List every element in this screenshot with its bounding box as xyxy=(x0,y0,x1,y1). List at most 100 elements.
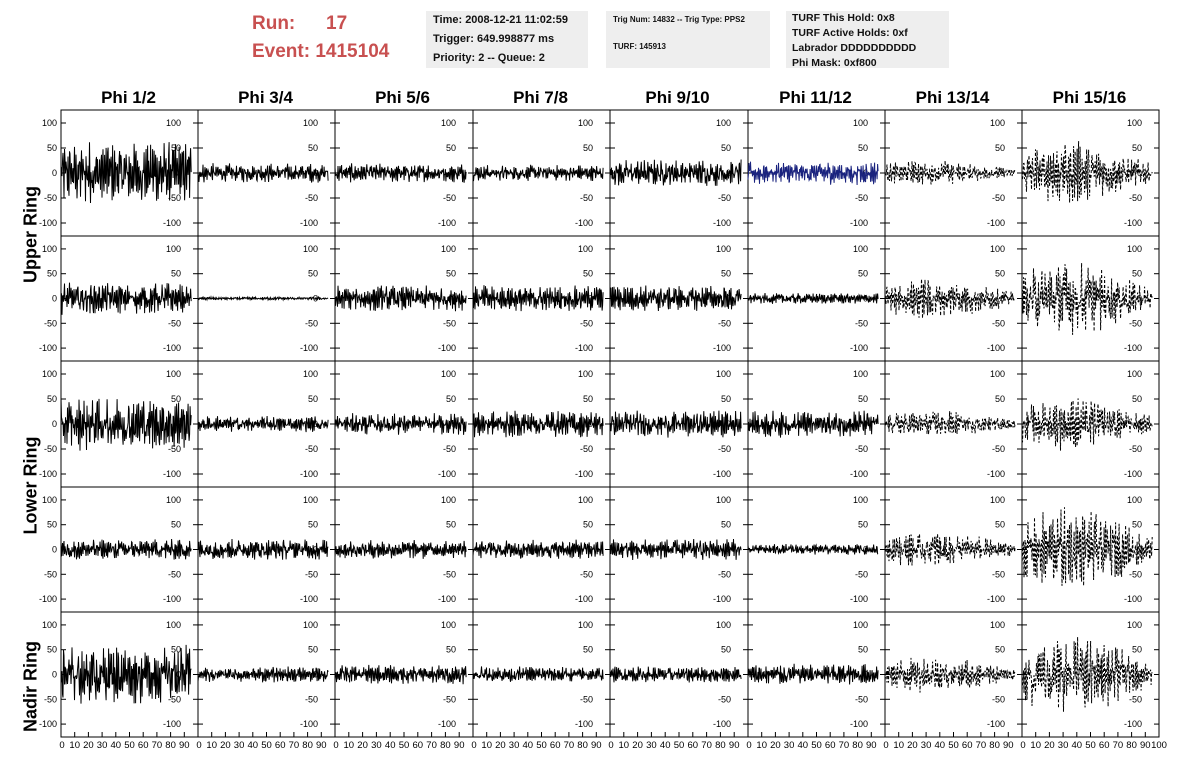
y-tick-label: -100 xyxy=(575,469,593,479)
x-tick-label: 10 xyxy=(756,740,767,751)
y-tick-label: -100 xyxy=(987,218,1005,228)
y-tick-label: -50 xyxy=(718,444,731,454)
waveform-trace xyxy=(60,538,192,560)
y-tick-label: 100 xyxy=(42,620,57,630)
y-tick-label: 100 xyxy=(716,244,731,254)
x-tick-label: 30 xyxy=(97,740,108,751)
x-tick-label: 30 xyxy=(234,740,245,751)
y-tick-label: 50 xyxy=(583,394,593,404)
y-tick-label: 100 xyxy=(42,244,57,254)
y-tick-label: -50 xyxy=(1129,193,1142,203)
x-tick-label: 10 xyxy=(69,740,80,751)
y-tick-label: 50 xyxy=(721,520,731,530)
x-tick-label: 30 xyxy=(921,740,932,751)
event-label: Event: xyxy=(252,41,311,62)
x-tick-label: 70 xyxy=(701,740,712,751)
x-tick-label: 10 xyxy=(206,740,217,751)
y-tick-label: 100 xyxy=(1127,118,1142,128)
x-tick-label: 40 xyxy=(248,740,259,751)
column-label-phi-3-4: Phi 3/4 xyxy=(238,88,293,107)
trigger-text: Trigger: 649.998877 ms xyxy=(433,33,555,45)
y-tick-label: 50 xyxy=(1132,645,1142,655)
time-text: Time: 2008-12-21 11:02:59 xyxy=(433,14,568,26)
y-tick-label: -50 xyxy=(168,193,181,203)
y-tick-label: -100 xyxy=(300,343,318,353)
y-tick-label: 100 xyxy=(853,495,868,505)
y-tick-label: 100 xyxy=(1127,620,1142,630)
y-tick-label: -100 xyxy=(575,719,593,729)
y-tick-label: 100 xyxy=(990,369,1005,379)
y-tick-label: -100 xyxy=(850,719,868,729)
x-tick-label: 70 xyxy=(1113,740,1124,751)
x-tick-label: 50 xyxy=(124,740,135,751)
waveform-trace xyxy=(747,663,879,685)
y-tick-label: 100 xyxy=(42,118,57,128)
y-tick-label: 50 xyxy=(446,269,456,279)
y-tick-label: -50 xyxy=(855,569,868,579)
y-tick-label: 100 xyxy=(716,620,731,630)
y-tick-label: -50 xyxy=(44,193,57,203)
y-tick-label: -50 xyxy=(580,193,593,203)
x-tick-label: 70 xyxy=(839,740,850,751)
x-tick-label: 10 xyxy=(344,740,355,751)
y-tick-label: -100 xyxy=(300,218,318,228)
y-tick-label: -50 xyxy=(992,193,1005,203)
x-tick-label: 10 xyxy=(893,740,904,751)
x-tick-label: 10 xyxy=(481,740,492,751)
x-tick-label: 0 xyxy=(196,740,201,751)
x-tick-label: 90 xyxy=(591,740,602,751)
waveform-trace xyxy=(1021,398,1153,451)
y-tick-label: -50 xyxy=(718,694,731,704)
y-tick-label: 50 xyxy=(47,269,57,279)
waveform-trace xyxy=(1021,141,1153,203)
waveform-trace xyxy=(609,159,742,186)
event-value: 1415104 xyxy=(315,41,390,62)
y-tick-label: 100 xyxy=(166,620,181,630)
run-event-box: Run: 17 Event: 1415104 xyxy=(252,10,389,66)
y-tick-label: 100 xyxy=(853,118,868,128)
waveform-trace xyxy=(747,161,879,186)
y-tick-label: -50 xyxy=(1129,569,1142,579)
turf-this-hold-text: TURF This Hold: 0x8 xyxy=(792,12,895,24)
x-tick-label: 0 xyxy=(746,740,751,751)
y-tick-label: 50 xyxy=(583,520,593,530)
x-tick-label: 60 xyxy=(413,740,424,751)
y-tick-label: 100 xyxy=(990,118,1005,128)
x-tick-label: 20 xyxy=(495,740,506,751)
y-tick-label: 50 xyxy=(446,645,456,655)
y-tick-label: 100 xyxy=(1127,244,1142,254)
x-tick-label: 30 xyxy=(646,740,657,751)
y-tick-label: -50 xyxy=(855,318,868,328)
y-tick-label: 100 xyxy=(303,620,318,630)
y-tick-label: -100 xyxy=(987,343,1005,353)
x-tick-label: 40 xyxy=(523,740,534,751)
y-tick-label: 50 xyxy=(1132,143,1142,153)
waveform-trace xyxy=(197,538,329,560)
waveform-trace xyxy=(747,543,879,556)
y-tick-label: -100 xyxy=(575,594,593,604)
y-tick-label: 0 xyxy=(1137,294,1142,304)
y-tick-label: 50 xyxy=(995,394,1005,404)
y-tick-label: 50 xyxy=(1132,269,1142,279)
column-label-phi-1-2: Phi 1/2 xyxy=(101,88,156,107)
y-tick-label: -100 xyxy=(163,218,181,228)
x-tick-label: 60 xyxy=(825,740,836,751)
x-tick-label: 70 xyxy=(152,740,163,751)
x-tick-label: 50 xyxy=(399,740,410,751)
waveform-trace xyxy=(472,539,604,559)
y-tick-label: 50 xyxy=(47,645,57,655)
y-tick-label: -50 xyxy=(992,694,1005,704)
y-tick-label: -100 xyxy=(713,343,731,353)
y-tick-label: 0 xyxy=(52,419,57,429)
column-label-phi-13-14: Phi 13/14 xyxy=(915,88,990,107)
x-tick-label: 100 xyxy=(1151,740,1167,751)
x-tick-label: 30 xyxy=(784,740,795,751)
y-tick-label: 50 xyxy=(583,645,593,655)
y-tick-label: 100 xyxy=(441,620,456,630)
x-tick-label: 50 xyxy=(536,740,547,751)
column-label-phi-9-10: Phi 9/10 xyxy=(645,88,710,107)
y-tick-label: 0 xyxy=(52,168,57,178)
y-tick-label: 50 xyxy=(171,645,181,655)
waveform-trace xyxy=(197,415,329,433)
x-tick-label: 90 xyxy=(179,740,190,751)
